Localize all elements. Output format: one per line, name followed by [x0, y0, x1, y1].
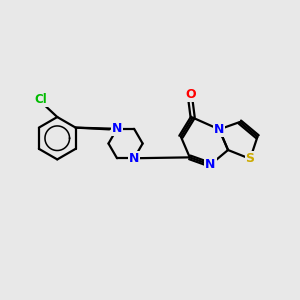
Text: N: N	[205, 158, 215, 171]
Text: N: N	[214, 123, 224, 136]
Text: S: S	[246, 152, 255, 165]
Text: N: N	[129, 152, 139, 165]
Text: N: N	[112, 122, 122, 135]
Text: O: O	[185, 88, 196, 100]
Text: Cl: Cl	[34, 93, 47, 106]
